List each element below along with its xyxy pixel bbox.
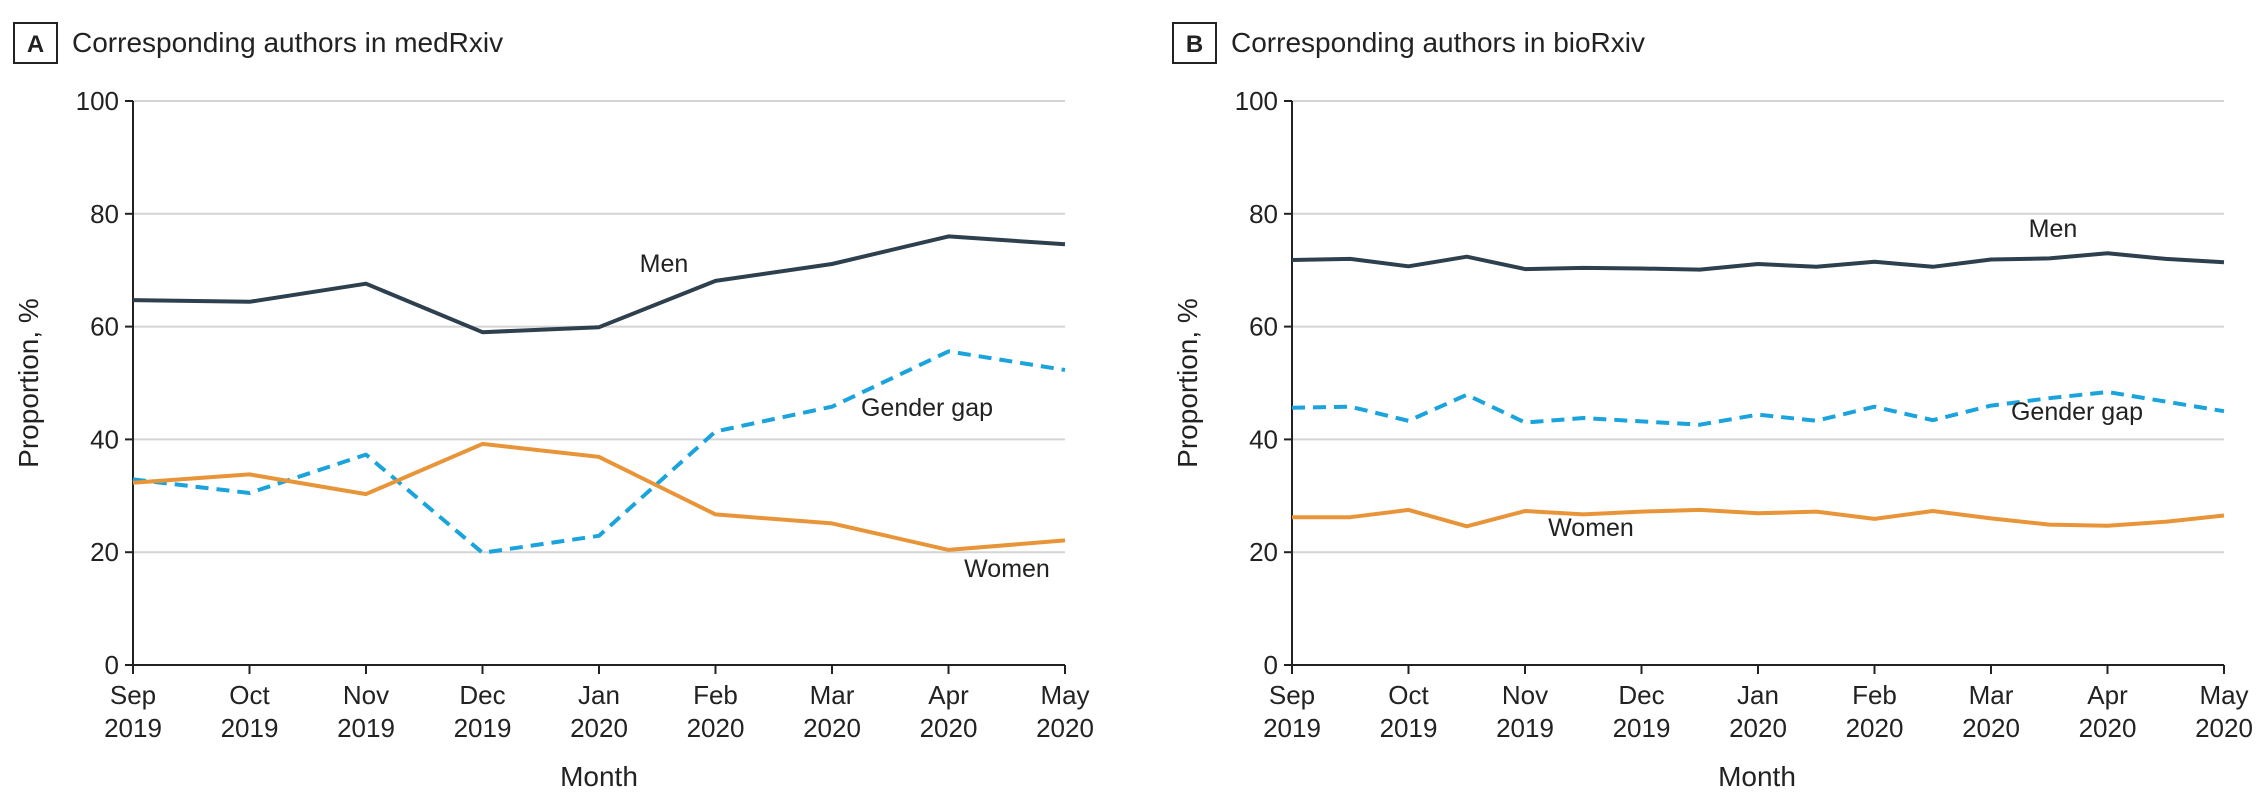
panel-a-x-tick-label-sep-2019: Sep 2019 — [104, 680, 162, 743]
panel-a-x-tick-label-feb-2020: Feb 2020 — [687, 680, 745, 743]
panel-b-y-tick-label-40: 40 — [1249, 424, 1278, 454]
panel-a-series — [132, 234, 1066, 555]
panel-b-label-gender-gap: Gender gap — [2011, 398, 2143, 426]
panel-b-label-men: Men — [2029, 215, 2078, 243]
panel-b-y-tick-label-0: 0 — [1264, 650, 1278, 680]
panel-b: B Corresponding authors in bioRxiv Propo… — [1172, 22, 2253, 792]
panel-a-x-tick-label-oct-2019: Oct 2019 — [221, 680, 279, 743]
panel-a-series-labels: Men Gender gap Women — [640, 250, 1050, 583]
panel-b-y-tick-label-20: 20 — [1249, 537, 1278, 567]
panel-a-y-tick-label-0: 0 — [105, 650, 119, 680]
panel-a-gridlines — [133, 100, 1065, 554]
panel-b-label-women: Women — [1548, 514, 1634, 542]
panel-a-badge: A — [27, 31, 44, 58]
panel-b-y-tick-label-80: 80 — [1249, 199, 1278, 229]
panel-a-axes: 0 20 40 60 80 100 Sep 2019 Oct 2019 Nov 2019 Dec 2019… — [76, 86, 1094, 743]
panel-a-x-axis-title: Month — [560, 761, 638, 792]
panel-a-x-tick-label-jan-2020: Jan 2020 — [570, 680, 628, 743]
panel-b-axes: 0 20 40 60 80 100 Sep 2019 Oct 2019 Nov 2019 Dec 2019… — [1235, 86, 2253, 743]
panel-b-x-axis-title: Month — [1718, 761, 1796, 792]
panel-b-title: Corresponding authors in bioRxiv — [1231, 27, 1645, 58]
panel-a-x-tick-label-nov-2019: Nov 2019 — [337, 680, 395, 743]
panel-a-title: Corresponding authors in medRxiv — [72, 27, 503, 58]
panel-a-y-tick-label-100: 100 — [76, 86, 119, 116]
panel-b-x-tick-label-oct-2019: Oct 2019 — [1380, 680, 1438, 743]
panel-a-x-tick-label-mar-2020: Mar 2020 — [803, 680, 861, 743]
panel-a-label-men: Men — [640, 250, 689, 278]
panel-b-x-tick-label-nov-2019: Nov 2019 — [1496, 680, 1554, 743]
panel-b-x-tick-label-mar-2020: Mar 2020 — [1962, 680, 2020, 743]
panel-b-x-tick-label-dec-2019: Dec 2019 — [1613, 680, 1671, 743]
panel-a-series-men — [132, 234, 1066, 335]
panel-b-x-tick-label-jan-2020: Jan 2020 — [1729, 680, 1787, 743]
panel-b-y-tick-label-60: 60 — [1249, 312, 1278, 342]
panel-b-series-labels: Men Gender gap Women — [1548, 215, 2143, 542]
panel-a-series-gender-gap — [132, 349, 1066, 555]
panel-a-y-tick-label-20: 20 — [90, 537, 119, 567]
panel-b-x-tick-label-apr-2020: Apr 2020 — [2079, 680, 2137, 743]
panel-a-y-tick-label-40: 40 — [90, 424, 119, 454]
panel-b-gridlines — [1292, 100, 2224, 554]
panel-b-series-women — [1292, 507, 2225, 529]
panel-a-y-axis-title: Proportion, % — [13, 298, 44, 468]
panel-a-label-gender-gap: Gender gap — [861, 394, 993, 422]
panel-a-y-tick-label-80: 80 — [90, 199, 119, 229]
panel-a: A Corresponding authors in medRxiv Propo… — [13, 22, 1094, 792]
panel-b-badge: B — [1186, 31, 1203, 58]
panel-b-x-tick-label-may-2020: May 2020 — [2195, 680, 2253, 743]
panel-a-x-tick-label-may-2020: May 2020 — [1036, 680, 1094, 743]
panel-b-y-axis-title: Proportion, % — [1172, 298, 1203, 468]
panel-a-label-women: Women — [964, 555, 1050, 583]
panel-b-x-tick-label-feb-2020: Feb 2020 — [1846, 680, 1904, 743]
panel-a-badge-box — [13, 22, 58, 64]
panel-a-series-women — [132, 441, 1066, 552]
panel-a-x-tick-label-dec-2019: Dec 2019 — [454, 680, 512, 743]
panel-b-badge-box — [1172, 22, 1217, 64]
panel-b-series-men — [1291, 251, 2225, 272]
panel-b-y-tick-label-100: 100 — [1235, 86, 1278, 116]
panel-a-x-tick-label-apr-2020: Apr 2020 — [920, 680, 978, 743]
panel-b-x-tick-label-sep-2019: Sep 2019 — [1263, 680, 1321, 743]
panel-a-y-tick-label-60: 60 — [90, 312, 119, 342]
panel-b-series — [1291, 251, 2225, 529]
